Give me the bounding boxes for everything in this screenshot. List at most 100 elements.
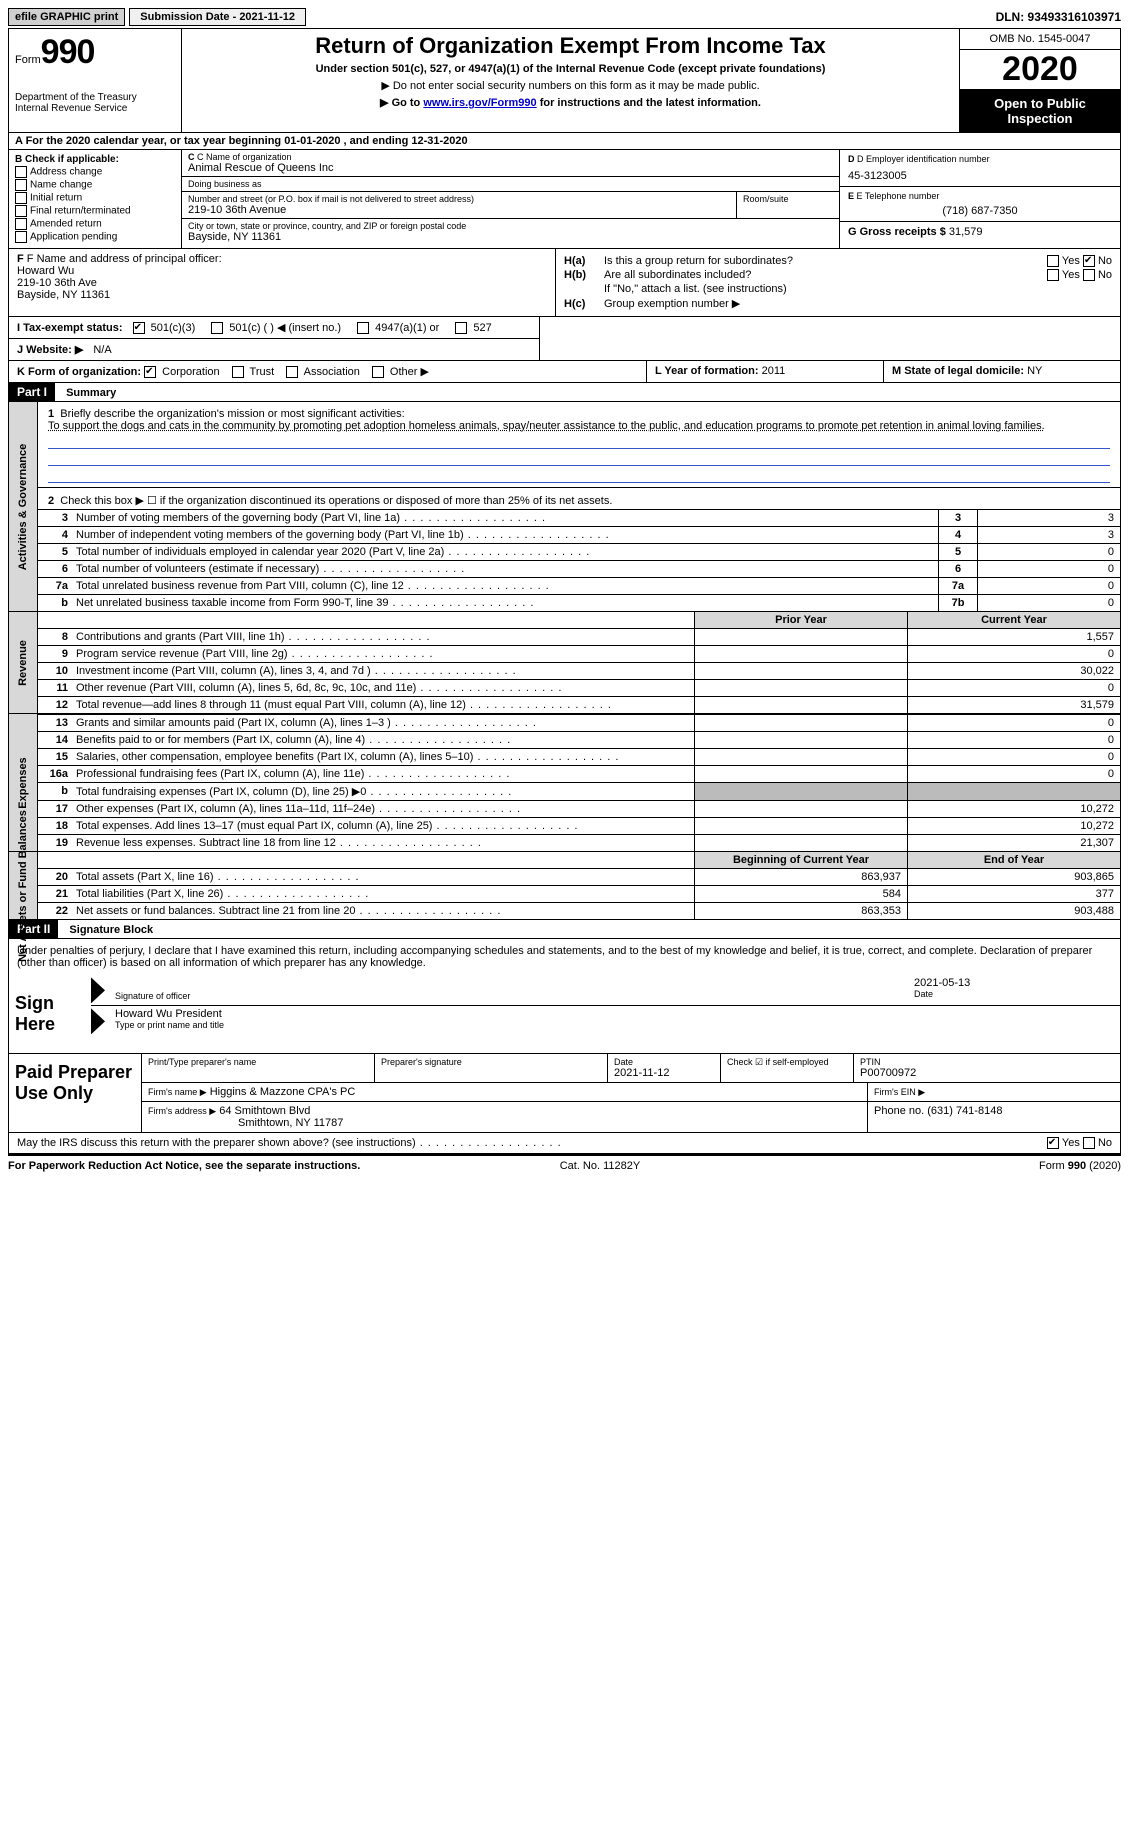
footer-left: For Paperwork Reduction Act Notice, see … (8, 1160, 360, 1172)
prior-year-cell (694, 749, 907, 765)
inspection-badge: Open to Public Inspection (960, 90, 1120, 132)
checkbox[interactable] (286, 366, 298, 378)
section-f: F F Name and address of principal office… (9, 249, 556, 316)
discuss-no (1083, 1137, 1095, 1149)
checkbox[interactable] (15, 218, 27, 230)
year-cell: OMB No. 1545-0047 2020 Open to Public In… (960, 29, 1120, 132)
dept-label: Department of the Treasury Internal Reve… (15, 92, 175, 114)
prior-year-cell (694, 646, 907, 662)
part1-title: Summary (58, 385, 124, 401)
firm-name: Higgins & Mazzone CPA's PC (210, 1086, 356, 1098)
tax-year: 2020 (960, 50, 1120, 90)
year-formation: 2011 (762, 365, 786, 377)
value-cell: 0 (977, 544, 1120, 560)
dln: DLN: 93493316103971 (996, 10, 1121, 24)
officer-addr2: Bayside, NY 11361 (17, 289, 547, 301)
prior-year-cell (694, 629, 907, 645)
part1-header: Part I (9, 383, 55, 401)
row-a: A For the 2020 calendar year, or tax yea… (9, 133, 1120, 150)
checkbox[interactable] (211, 322, 223, 334)
current-year-cell: 31,579 (907, 697, 1120, 713)
section-c: C C Name of organization Animal Rescue o… (182, 150, 839, 248)
form990-link[interactable]: www.irs.gov/Form990 (423, 97, 536, 109)
state-domicile: NY (1027, 365, 1042, 377)
note-2: ▶ Go to www.irs.gov/Form990 for instruct… (190, 96, 951, 109)
current-year-cell: 1,557 (907, 629, 1120, 645)
checkbox[interactable] (15, 192, 27, 204)
arrow-icon (91, 977, 105, 1003)
b-label: B Check if applicable: (15, 154, 175, 165)
discuss-yes (1047, 1137, 1059, 1149)
form-id-cell: Form990 Department of the Treasury Inter… (9, 29, 182, 132)
checkbox[interactable] (357, 322, 369, 334)
side-governance: Activities & Governance (9, 402, 38, 611)
value-cell: 0 (977, 561, 1120, 577)
value-cell: 0 (977, 578, 1120, 594)
efile-badge: efile GRAPHIC print (8, 8, 125, 26)
firm-addr1: 64 Smithtown Blvd (219, 1105, 310, 1117)
prep-date: 2021-11-12 (614, 1067, 714, 1079)
current-year-cell: 0 (907, 749, 1120, 765)
form-word: Form (15, 54, 41, 66)
current-year-cell: 903,488 (907, 903, 1120, 919)
checkbox[interactable] (144, 366, 156, 378)
checkbox[interactable] (15, 231, 27, 243)
mission-text: To support the dogs and cats in the comm… (48, 420, 1045, 432)
current-year-cell: 377 (907, 886, 1120, 902)
checkbox[interactable] (15, 205, 27, 217)
prior-year-cell (694, 783, 907, 800)
submission-date: Submission Date - 2021-11-12 (129, 8, 306, 26)
checkbox[interactable] (372, 366, 384, 378)
city-state-zip: Bayside, NY 11361 (188, 231, 833, 243)
ein: 45-3123005 (848, 170, 1112, 182)
firm-addr2: Smithtown, NY 11787 (238, 1117, 343, 1129)
checkbox[interactable] (15, 179, 27, 191)
prior-year-cell: 863,353 (694, 903, 907, 919)
prior-year-cell (694, 680, 907, 696)
firm-phone: Phone no. (631) 741-8148 (874, 1105, 1002, 1117)
side-netassets: Net Assets or Fund Balances (9, 852, 38, 919)
checkbox[interactable] (133, 322, 145, 334)
side-revenue: Revenue (9, 612, 38, 713)
prior-year-cell (694, 801, 907, 817)
prior-year-cell (694, 818, 907, 834)
current-year-cell: 903,865 (907, 869, 1120, 885)
checkbox[interactable] (15, 166, 27, 178)
officer-addr1: 219-10 36th Ave (17, 277, 547, 289)
omb-number: OMB No. 1545-0047 (960, 29, 1120, 50)
current-year-cell: 0 (907, 646, 1120, 662)
current-year-cell: 21,307 (907, 835, 1120, 851)
current-year-cell: 0 (907, 732, 1120, 748)
website: N/A (93, 344, 111, 356)
self-employed-check: Check ☑ if self-employed (727, 1057, 847, 1068)
value-cell: 0 (977, 595, 1120, 611)
section-h: H(a)Is this a group return for subordina… (556, 249, 1120, 316)
current-year-cell (907, 783, 1120, 800)
arrow-icon (91, 1008, 105, 1034)
paid-preparer-label: Paid Preparer Use Only (9, 1054, 142, 1132)
current-year-cell: 0 (907, 680, 1120, 696)
current-year-cell: 10,272 (907, 801, 1120, 817)
org-name: Animal Rescue of Queens Inc (188, 162, 833, 174)
prior-year-cell (694, 697, 907, 713)
form-title: Return of Organization Exempt From Incom… (190, 33, 951, 59)
value-cell: 3 (977, 527, 1120, 543)
current-year-cell: 0 (907, 766, 1120, 782)
declaration-text: Under penalties of perjury, I declare th… (9, 939, 1120, 975)
form-number: 990 (41, 33, 95, 71)
checkbox[interactable] (455, 322, 467, 334)
street: 219-10 36th Avenue (188, 204, 730, 216)
current-year-cell: 30,022 (907, 663, 1120, 679)
part2-title: Signature Block (61, 922, 161, 938)
current-year-cell: 10,272 (907, 818, 1120, 834)
sign-date: 2021-05-13 (914, 977, 1114, 989)
prior-year-cell: 584 (694, 886, 907, 902)
note-1: ▶ Do not enter social security numbers o… (190, 79, 951, 92)
prior-year-cell: 863,937 (694, 869, 907, 885)
prior-year-cell (694, 663, 907, 679)
prior-year-cell (694, 732, 907, 748)
checkbox[interactable] (232, 366, 244, 378)
current-year-cell: 0 (907, 715, 1120, 731)
prior-year-cell (694, 766, 907, 782)
value-cell: 3 (977, 510, 1120, 526)
